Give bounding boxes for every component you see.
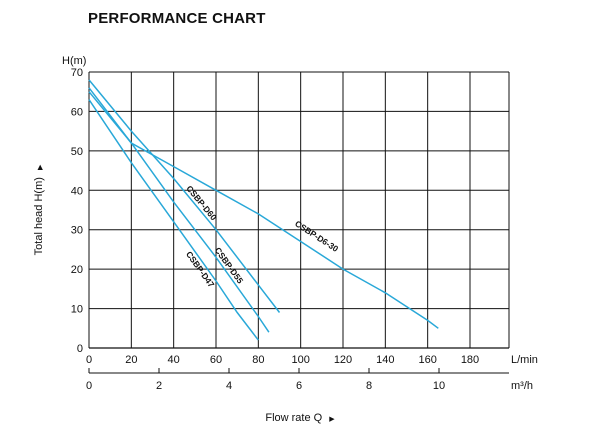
x-tick-label: 140 (376, 354, 394, 366)
tick-labels: 0 10 20 30 40 50 60 70 0 20 40 60 80 100 120 140 160 180 0… (71, 67, 479, 392)
x-tick-label: 180 (461, 354, 479, 366)
x2-unit-label: m³/h (511, 380, 533, 392)
axis-labels: H(m) L/min m³/h Flow rate Q ▶ Total head H(m… (33, 55, 538, 424)
x2-tick-label: 10 (433, 380, 445, 392)
x-tick-label: 20 (125, 354, 137, 366)
y-tick-label: 0 (77, 343, 83, 355)
x-tick-label: 120 (334, 354, 352, 366)
curve-csbp-d6-30 (88, 91, 439, 329)
x-tick-label: 100 (291, 354, 309, 366)
x-tick-label: 80 (252, 354, 264, 366)
x2-tick-label: 6 (296, 380, 302, 392)
y-tick-label: 20 (71, 264, 83, 276)
x-tick-label: 40 (168, 354, 180, 366)
curve-csbp-d60 (88, 79, 281, 313)
y-axis-arrow: ▶ (37, 164, 44, 170)
y-tick-label: 10 (71, 304, 83, 316)
x2-tick-label: 2 (156, 380, 162, 392)
y-tick-label: 40 (71, 185, 83, 197)
grid (88, 71, 510, 374)
series-label: CSBP-D55 (213, 245, 246, 285)
y-tick-label: 70 (71, 67, 83, 79)
y-tick-label: 50 (71, 146, 83, 158)
y-tick-label: 60 (71, 106, 83, 118)
x-unit-label: L/min (511, 354, 538, 366)
x-axis-arrow: ▶ (329, 416, 335, 423)
x-tick-label: 160 (418, 354, 436, 366)
x2-tick-label: 0 (86, 380, 92, 392)
x-tick-label: 60 (210, 354, 222, 366)
curve-csbp-d47 (88, 99, 259, 341)
y-axis-title: Total head H(m) ▶ (33, 164, 45, 255)
x2-tick-label: 8 (366, 380, 372, 392)
y-tick-label: 30 (71, 225, 83, 237)
chart-title: PERFORMANCE CHART (88, 10, 266, 27)
x-tick-label: 0 (86, 354, 92, 366)
y-unit-label: H(m) (62, 55, 86, 67)
x-axis-title: Flow rate Q ▶ (265, 412, 335, 424)
x2-tick-label: 4 (226, 380, 232, 392)
